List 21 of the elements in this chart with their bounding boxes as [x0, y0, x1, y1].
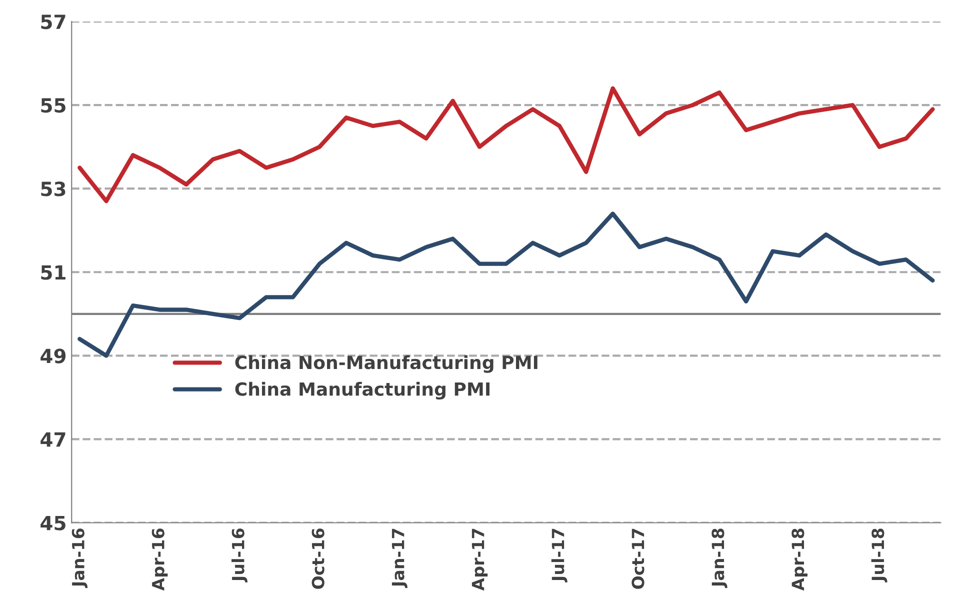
x-tick-label: Apr-18 [792, 528, 808, 591]
y-tick-label: 45 [40, 516, 66, 530]
x-tick-label: Jul-16 [232, 528, 248, 582]
x-tick-label: Jan-17 [392, 528, 408, 588]
y-tick-label: 49 [40, 348, 66, 364]
y-tick-label: 55 [41, 98, 66, 113]
x-tick-label: Jul-17 [551, 528, 568, 582]
y-tick-label: 53 [41, 182, 66, 196]
y-tick-label: 47 [40, 432, 66, 447]
line-series [78, 86, 935, 204]
x-tick-label: Jan-18 [712, 528, 728, 588]
legend-label: China Manufacturing PMI [235, 382, 490, 400]
x-tick-label: Jul-18 [871, 528, 888, 582]
x-tick-label: Apr-16 [152, 528, 168, 591]
x-tick-label: Jan-16 [72, 528, 88, 588]
x-tick-label: Oct-16 [312, 528, 324, 589]
legend-label: China Non-Manufacturing PMI [235, 355, 538, 373]
y-tick-label: 57 [41, 14, 66, 30]
y-tick-label: 51 [41, 265, 66, 280]
x-tick-label: Oct-17 [632, 528, 644, 589]
x-tick-label: Apr-17 [472, 528, 488, 591]
